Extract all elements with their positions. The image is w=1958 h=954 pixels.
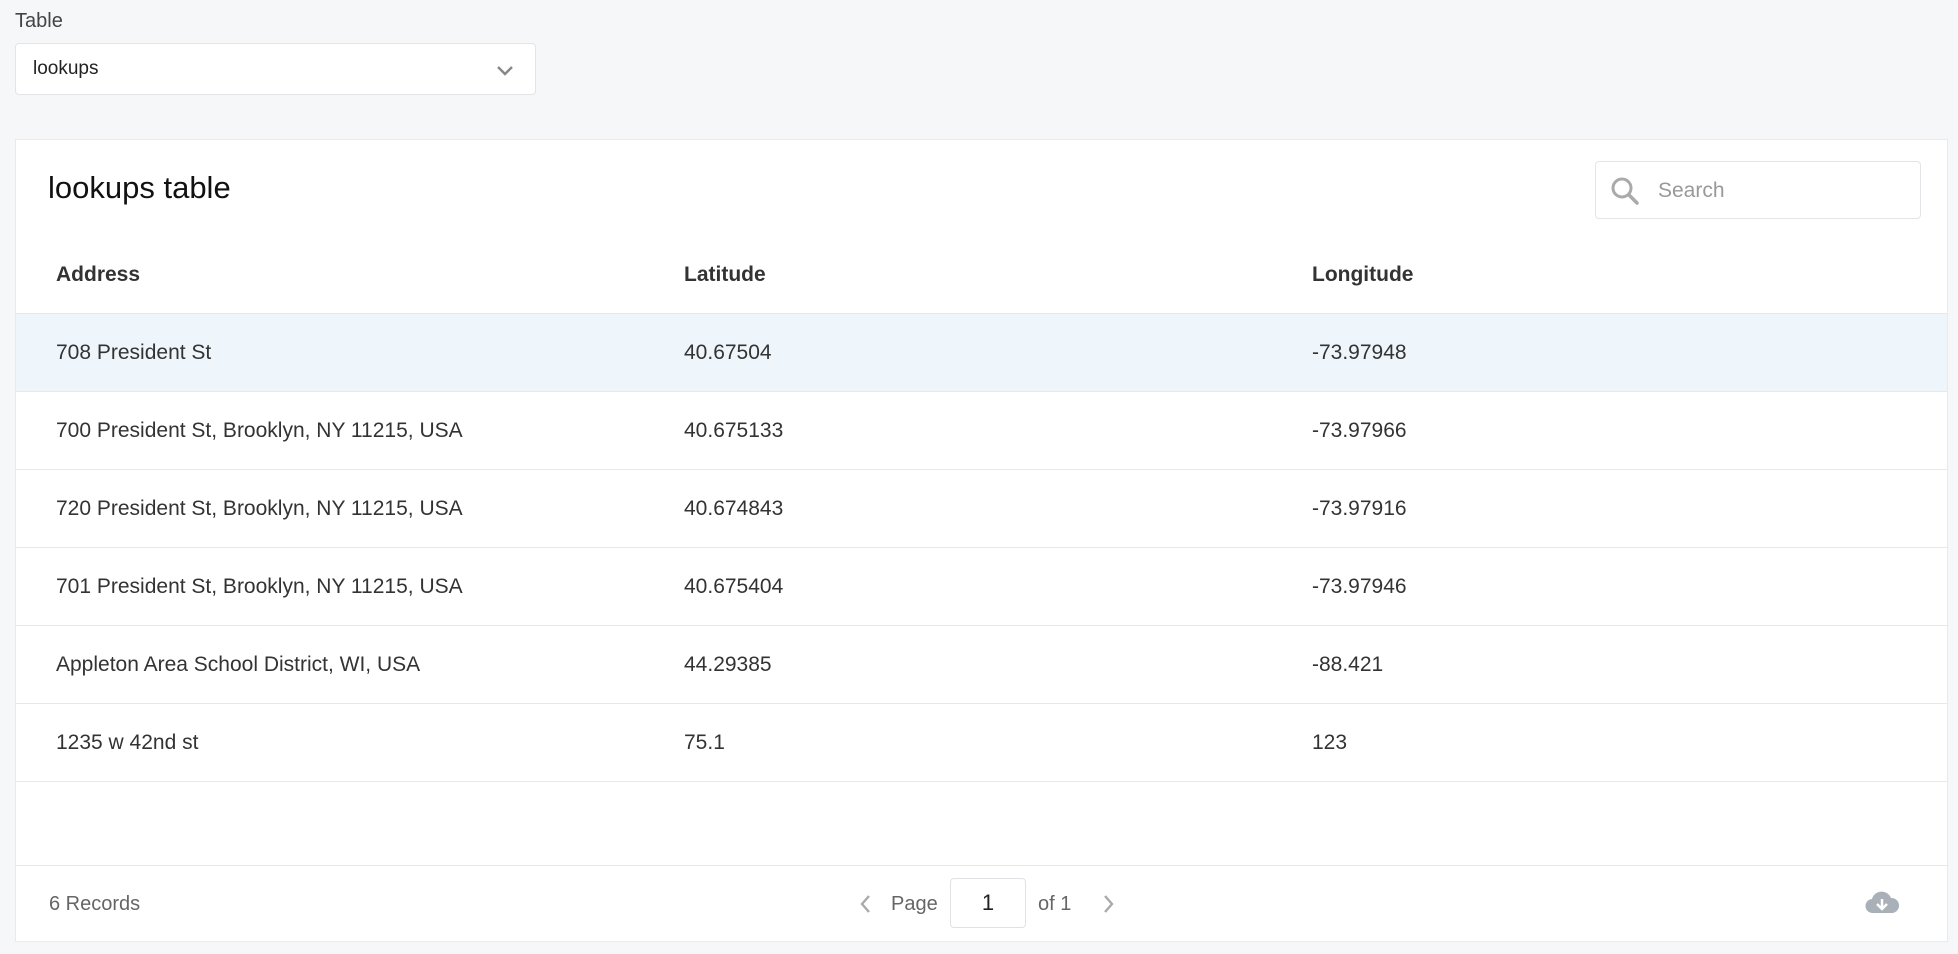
table-row: Appleton Area School District, WI, USA 44…	[16, 626, 1947, 704]
table-select[interactable]: lookups	[15, 43, 536, 95]
search-icon	[1611, 177, 1639, 205]
download-icon[interactable]	[1864, 889, 1900, 917]
table-cell: 40.675133	[684, 419, 784, 442]
table-row: 701 President St, Brooklyn, NY 11215, US…	[16, 548, 1947, 626]
table-cell: -73.97966	[1312, 419, 1407, 442]
next-page[interactable]	[1098, 893, 1118, 915]
table-cell: 75.1	[684, 731, 725, 754]
page-input[interactable]: 1	[950, 878, 1026, 928]
footer-divider	[16, 865, 1947, 866]
search-box[interactable]: Search	[1595, 161, 1921, 219]
table-row: 1235 w 42nd st 75.1 123	[16, 704, 1947, 782]
table-cell: -73.97916	[1312, 497, 1407, 520]
table-cell: 708 President St	[56, 341, 212, 364]
table-cell: 700 President St, Brooklyn, NY 11215, US…	[56, 419, 463, 442]
page-label: Page	[891, 893, 938, 915]
table-cell: 1235 w 42nd st	[56, 731, 199, 754]
table-cell: -88.421	[1312, 653, 1384, 676]
table-cell: 701 President St, Brooklyn, NY 11215, US…	[56, 575, 463, 598]
table-cell: -73.97948	[1312, 341, 1407, 364]
prev-page[interactable]	[856, 893, 876, 915]
table-cell: 123	[1312, 731, 1348, 754]
search-placeholder: Search	[1658, 179, 1725, 202]
table-cell: 44.29385	[684, 653, 772, 676]
table-row: 720 President St, Brooklyn, NY 11215, US…	[16, 470, 1947, 548]
record-count: 6 Records	[49, 893, 141, 915]
header-row: Address Latitude Longitude	[16, 236, 1947, 314]
table-cell: Appleton Area School District, WI, USA	[56, 653, 421, 676]
table-cell: 40.67504	[684, 341, 772, 364]
chevron-down	[497, 66, 513, 76]
table-panel: lookups table Search Address Latitude Long…	[15, 139, 1948, 942]
panel-title: lookups table	[48, 170, 231, 205]
select-label: Table	[15, 10, 63, 32]
table-cell: 40.675404	[684, 575, 784, 598]
column-header: Latitude	[684, 263, 766, 286]
column-header: Address	[56, 263, 141, 286]
table-cell: -73.97946	[1312, 575, 1407, 598]
table-cell: 720 President St, Brooklyn, NY 11215, US…	[56, 497, 463, 520]
table-row: 708 President St 40.67504 -73.97948	[16, 314, 1947, 392]
column-header: Longitude	[1312, 263, 1414, 286]
table-row: 700 President St, Brooklyn, NY 11215, US…	[16, 392, 1947, 470]
page-total: of 1	[1038, 893, 1072, 915]
table-cell: 40.674843	[684, 497, 784, 520]
select-value: lookups	[33, 58, 99, 79]
